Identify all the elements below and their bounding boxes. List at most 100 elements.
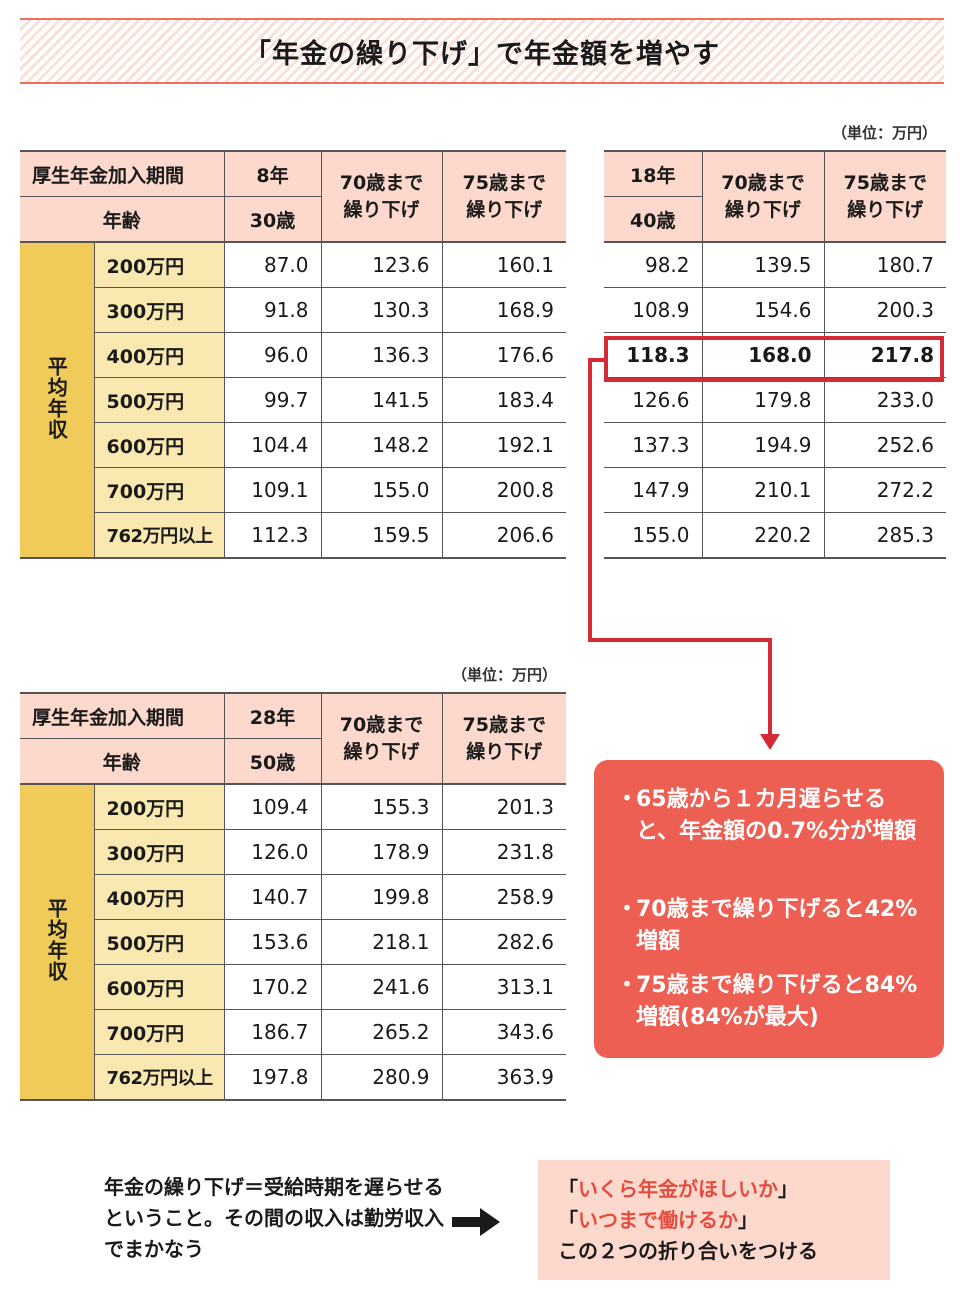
d70-cell: 265.2 [320, 1009, 443, 1055]
d70-cell: 179.8 [701, 377, 824, 423]
income-cell: 400万円 [93, 874, 225, 920]
period-label: 厚生年金加入期間 [20, 692, 225, 739]
table-row: 762万円以上 197.8 280.9 363.9 [20, 1054, 567, 1101]
income-cell: 300万円 [93, 287, 225, 333]
bullet-icon: ・ [616, 897, 639, 922]
age-label: 年齢 [20, 196, 225, 243]
d70-cell: 148.2 [320, 422, 443, 468]
note-3: ・ 75歳まで繰り下げると84%増額(84%が最大) [616, 970, 926, 1034]
income-cell: 500万円 [93, 919, 225, 965]
d75-cell: 231.8 [441, 829, 567, 875]
d70-cell: 141.5 [320, 377, 443, 423]
connector-line-vertical [588, 358, 592, 642]
tip-2-open: 「 [558, 1208, 578, 1232]
col-75-label: 75歳まで 繰り下げ [843, 171, 927, 221]
d70-cell: 178.9 [320, 829, 443, 875]
tips-box: 「いくら年金がほしいか」 「いつまで働けるか」 この２つの折り合いをつける [538, 1160, 890, 1280]
d70-cell: 199.8 [320, 874, 443, 920]
side-label-cell: 平均年収 [20, 242, 94, 559]
d75-cell: 285.3 [823, 512, 946, 559]
tip-1: 「いくら年金がほしいか」 [558, 1174, 798, 1205]
base-cell: 91.8 [223, 287, 322, 333]
d70-cell: 136.3 [320, 332, 443, 378]
title-top-rule [20, 18, 944, 20]
note-1: ・ 65歳から１カ月遅らせると、年金額の0.7%分が増額 [616, 784, 926, 848]
income-cell: 300万円 [93, 829, 225, 875]
table-row: 700万円 186.7 265.2 343.6 [20, 1009, 567, 1055]
tip-1-open: 「 [558, 1177, 578, 1201]
table-row: 300万円 91.8 130.3 168.9 [20, 287, 567, 333]
base-cell: 109.4 [223, 784, 322, 830]
table-row: 400万円 96.0 136.3 176.6 [20, 332, 567, 378]
d70-cell: 155.3 [320, 784, 443, 830]
d70-cell: 241.6 [320, 964, 443, 1010]
d75-cell: 183.4 [441, 377, 567, 423]
base-cell: 140.7 [223, 874, 322, 920]
d70-cell: 218.1 [320, 919, 443, 965]
base-cell: 186.7 [223, 1009, 322, 1055]
table-row: 平均年収 200万円 87.0 123.6 160.1 [20, 242, 567, 559]
bullet-icon: ・ [616, 973, 639, 998]
notes-callout: ・ 65歳から１カ月遅らせると、年金額の0.7%分が増額 ・ 70歳まで繰り下げ… [594, 760, 944, 1058]
d75-cell: 200.8 [441, 467, 567, 513]
d75-cell: 168.9 [441, 287, 567, 333]
page-title: 「年金の繰り下げ」で年金額を増やす [244, 39, 720, 70]
d75-cell: 200.3 [823, 287, 946, 333]
col-70-label: 70歳まで 繰り下げ [721, 171, 805, 221]
col-70-header: 70歳まで 繰り下げ [320, 150, 443, 243]
table-8-years: 厚生年金加入期間 8年 70歳まで 繰り下げ 75歳まで 繰り下げ 年齢 30歳… [20, 150, 567, 559]
income-cell: 762万円以上 [93, 512, 225, 559]
base-cell: 126.0 [223, 829, 322, 875]
table-row: 108.9 154.6 200.3 [604, 287, 946, 333]
tip-2-close: 」 [738, 1208, 758, 1232]
tip-2: 「いつまで働けるか」 [558, 1205, 758, 1236]
table-row: 400万円 140.7 199.8 258.9 [20, 874, 567, 920]
connector-line-horizontal [588, 638, 772, 642]
tip-1-close: 」 [778, 1177, 798, 1201]
income-cell: 500万円 [93, 377, 225, 423]
title-bottom-rule [20, 82, 944, 84]
years-8: 8年 [223, 150, 322, 197]
side-label: 平均年収 [44, 355, 69, 440]
tip-1-text: いくら年金がほしいか [578, 1177, 778, 1201]
col-70-header: 70歳まで 繰り下げ [320, 692, 443, 785]
col-70-label: 70歳まで 繰り下げ [339, 713, 424, 763]
title-band: 「年金の繰り下げ」で年金額を増やす [20, 18, 944, 84]
table-row: 300万円 126.0 178.9 231.8 [20, 829, 567, 875]
base-cell: 118.3 [604, 332, 702, 378]
note-3-text: 75歳まで繰り下げると84%増額(84%が最大) [636, 973, 918, 1030]
table-row: 700万円 109.1 155.0 200.8 [20, 467, 567, 513]
bullet-icon: ・ [616, 787, 639, 812]
d75-cell: 217.8 [823, 332, 946, 378]
arrow-right-icon [452, 1208, 500, 1236]
age-40: 40歳 [604, 196, 702, 243]
d75-cell: 192.1 [441, 422, 567, 468]
table-row: 155.0 220.2 285.3 [604, 512, 946, 559]
base-cell: 98.2 [604, 242, 702, 288]
d75-cell: 201.3 [441, 784, 567, 830]
age-50: 50歳 [223, 738, 322, 785]
years-28: 28年 [223, 692, 322, 739]
base-cell: 155.0 [604, 512, 702, 559]
table-row: 762万円以上 112.3 159.5 206.6 [20, 512, 567, 559]
d70-cell: 159.5 [320, 512, 443, 559]
income-cell: 200万円 [93, 784, 225, 830]
col-75-header: 75歳まで 繰り下げ [441, 150, 567, 243]
base-cell: 104.4 [223, 422, 322, 468]
note-2: ・ 70歳まで繰り下げると42%増額 [616, 894, 926, 958]
base-cell: 109.1 [223, 467, 322, 513]
table-row: 600万円 170.2 241.6 313.1 [20, 964, 567, 1010]
d75-cell: 160.1 [441, 242, 567, 288]
col-70-label: 70歳まで 繰り下げ [339, 171, 424, 221]
note-2-text: 70歳まで繰り下げると42%増額 [636, 897, 918, 954]
years-18: 18年 [604, 150, 702, 197]
base-cell: 99.7 [223, 377, 322, 423]
side-label: 平均年収 [44, 897, 69, 982]
d75-cell: 282.6 [441, 919, 567, 965]
base-cell: 197.8 [223, 1054, 322, 1101]
d75-cell: 272.2 [823, 467, 946, 513]
d70-cell: 155.0 [320, 467, 443, 513]
col-75-header: 75歳まで 繰り下げ [441, 692, 567, 785]
note-1-text: 65歳から１カ月遅らせると、年金額の0.7%分が増額 [636, 787, 917, 844]
income-cell: 762万円以上 [93, 1054, 225, 1101]
